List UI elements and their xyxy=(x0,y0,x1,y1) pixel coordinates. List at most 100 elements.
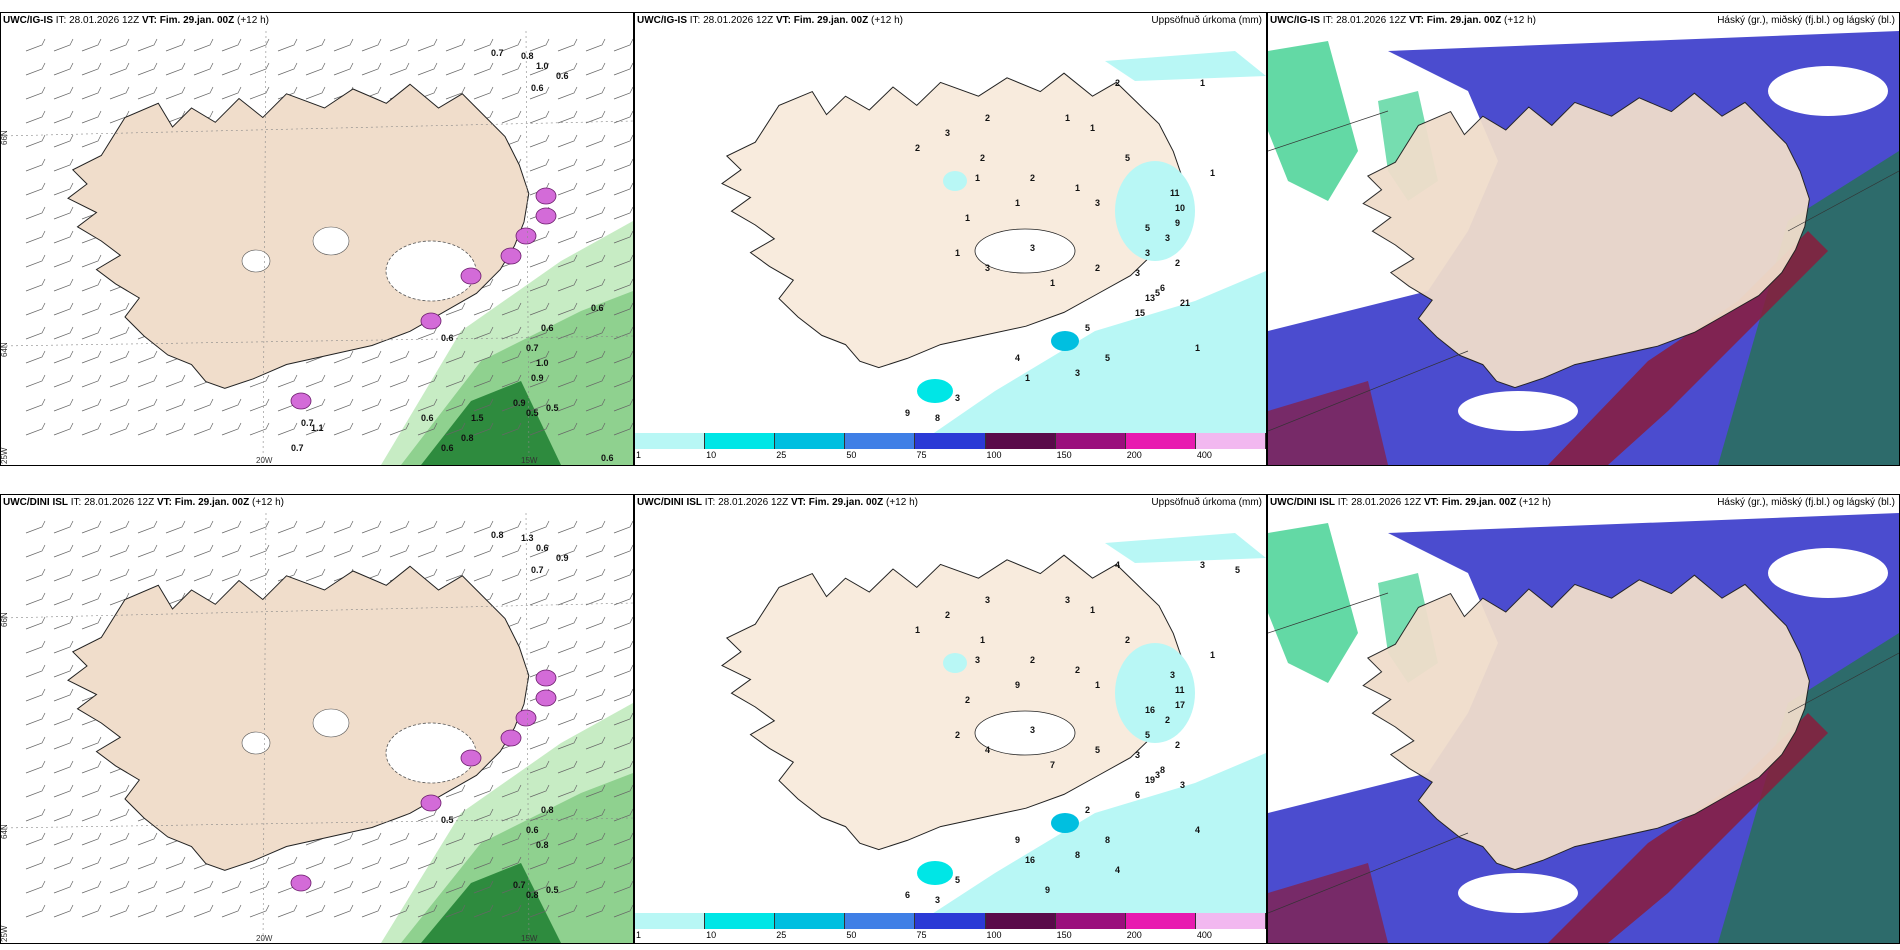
wind-barb xyxy=(53,374,74,388)
convective-cell xyxy=(500,247,522,265)
convective-cell xyxy=(500,729,522,747)
colorbar-label: 25 xyxy=(776,450,787,460)
wind-barb xyxy=(81,110,102,124)
precip-panel-bottom-header: UWC/DINI ISL IT: 28.01.2026 12Z VT: Fim.… xyxy=(637,497,918,508)
wind-barb xyxy=(109,302,130,316)
convective-cell xyxy=(535,187,557,205)
wind-barb xyxy=(25,664,46,678)
colorbar-label: 1 xyxy=(636,930,642,940)
wind-barb xyxy=(613,254,633,268)
wind-barb xyxy=(473,38,494,52)
wind-barb xyxy=(221,904,242,918)
wind-barb xyxy=(25,398,46,412)
wind-barb xyxy=(109,808,130,822)
wind-barb xyxy=(361,350,382,364)
wind-value: 0.8 xyxy=(526,890,539,900)
wind-barb xyxy=(389,374,410,388)
wind-barb xyxy=(585,62,606,76)
wind-barb xyxy=(277,856,298,870)
wind-barb xyxy=(249,38,270,52)
wind-barb xyxy=(473,808,494,822)
iceland-land xyxy=(721,554,1184,851)
wind-panel-bottom-header: UWC/DINI ISL IT: 28.01.2026 12Z VT: Fim.… xyxy=(3,497,284,508)
colorbar-label: 75 xyxy=(916,450,927,460)
precip-value: 16 xyxy=(1025,855,1035,865)
wind-value: 0.6 xyxy=(541,323,554,333)
precip-value: 1 xyxy=(1210,168,1215,178)
convective-cell xyxy=(290,874,312,892)
convective-cell xyxy=(460,267,482,285)
wind-barb xyxy=(81,568,102,582)
wind-barb xyxy=(613,904,633,918)
wind-barb xyxy=(417,38,438,52)
colorbar-label: 10 xyxy=(706,450,717,460)
lon-label-15: 15W xyxy=(521,934,538,943)
wind-barb xyxy=(193,398,214,412)
wind-barb xyxy=(25,326,46,340)
wind-barb xyxy=(249,86,270,100)
wind-barb xyxy=(501,856,522,870)
wind-barb xyxy=(81,808,102,822)
precip-value: 3 xyxy=(935,895,940,905)
wind-barb xyxy=(445,86,466,100)
precip-value: 3 xyxy=(1065,595,1070,605)
wind-barb xyxy=(557,784,578,798)
precip-value: 9 xyxy=(905,408,910,418)
wind-barb xyxy=(25,350,46,364)
wind-barb xyxy=(277,374,298,388)
wind-barb xyxy=(417,398,438,412)
wind-barb xyxy=(53,592,74,606)
wind-barb xyxy=(557,374,578,388)
precip-value: 2 xyxy=(1165,715,1170,725)
wind-value: 0.6 xyxy=(556,71,569,81)
wind-barb xyxy=(25,134,46,148)
wind-barb xyxy=(529,616,550,630)
grid-line xyxy=(1787,652,1899,714)
wind-barb xyxy=(81,62,102,76)
wind-barb xyxy=(557,302,578,316)
sea-precip-north xyxy=(1105,533,1266,563)
sea-cloud-teal xyxy=(1718,151,1899,465)
wind-barb xyxy=(417,904,438,918)
wind-barb xyxy=(585,880,606,894)
wind-barb xyxy=(557,134,578,148)
wind-barb xyxy=(53,182,74,196)
precip-value: 8 xyxy=(935,413,940,423)
wind-barb xyxy=(613,712,633,726)
convective-cell xyxy=(535,669,557,687)
convective-cell xyxy=(515,227,537,245)
wind-barb xyxy=(417,808,438,822)
wind-barb xyxy=(473,544,494,558)
wind-barb xyxy=(585,640,606,654)
colorbar-segment xyxy=(1055,913,1126,929)
convective-cell xyxy=(290,392,312,410)
precip-value: 1 xyxy=(1195,343,1200,353)
wind-barb xyxy=(25,688,46,702)
wind-barb xyxy=(529,712,550,726)
wind-barb xyxy=(585,326,606,340)
precip-value: 4 xyxy=(985,745,990,755)
wind-barb xyxy=(389,880,410,894)
wind-barb xyxy=(81,520,102,534)
colorbar-segment xyxy=(1125,913,1196,929)
wind-barb xyxy=(81,302,102,316)
wind-barb xyxy=(305,62,326,76)
wind-barb xyxy=(557,616,578,630)
wind-barb xyxy=(445,784,466,798)
wind-barb xyxy=(193,422,214,436)
precip-value: 16 xyxy=(1145,705,1155,715)
wind-value: 0.6 xyxy=(601,453,614,463)
precip-value: 3 xyxy=(1135,750,1140,760)
colorbar-segment xyxy=(635,913,706,929)
wind-barb xyxy=(137,856,158,870)
precip-panel-bottom: UWC/DINI ISL IT: 28.01.2026 12Z VT: Fim.… xyxy=(634,494,1267,944)
grid-line xyxy=(1268,350,1469,432)
wind-barb xyxy=(613,302,633,316)
wind-barb xyxy=(361,62,382,76)
wind-value: 0.7 xyxy=(291,443,304,453)
wind-barb xyxy=(585,544,606,558)
wind-barb xyxy=(529,86,550,100)
colorbar-segment xyxy=(1195,433,1266,449)
precip-value: 5 xyxy=(1085,323,1090,333)
wind-barb xyxy=(25,712,46,726)
